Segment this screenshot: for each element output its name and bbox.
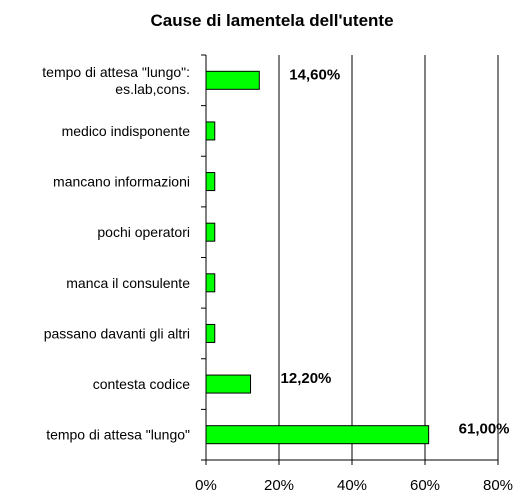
x-tick-label: 0%	[195, 477, 217, 494]
category-label: medico indisponente	[62, 123, 191, 139]
category-label: manca il consulente	[66, 275, 190, 291]
category-label: contesta codice	[93, 376, 190, 392]
bar	[205, 323, 216, 343]
bar	[205, 172, 216, 192]
bar	[205, 70, 260, 90]
category-label: tempo di attesa "lungo"	[46, 427, 190, 443]
category-label: es.lab,cons.	[115, 81, 190, 97]
category-label: pochi operatori	[97, 224, 190, 240]
bars	[205, 70, 430, 445]
x-tick-label: 40%	[337, 477, 367, 494]
x-tick-labels: 0% 20% 40% 60% 80%	[195, 477, 513, 494]
bar	[205, 222, 216, 242]
axes	[201, 54, 499, 465]
bar	[205, 121, 216, 141]
data-labels: 14,60% 12,20% 61,00%	[281, 66, 510, 437]
x-tick-label: 80%	[483, 477, 513, 494]
bar	[205, 425, 430, 445]
category-label: mancano informazioni	[53, 174, 190, 190]
bar	[205, 273, 216, 293]
grid-lines	[278, 55, 499, 460]
category-label: tempo di attesa "lungo":	[42, 64, 190, 80]
category-labels: tempo di attesa "lungo":es.lab,cons. medi…	[42, 64, 190, 443]
bar	[205, 374, 252, 394]
data-label: 14,60%	[289, 66, 340, 83]
category-label: passano davanti gli altri	[44, 325, 190, 341]
data-label: 61,00%	[459, 421, 510, 438]
chart-title: Cause di lamentela dell'utente	[150, 11, 393, 30]
data-label: 12,20%	[281, 370, 332, 387]
x-tick-label: 60%	[410, 477, 440, 494]
x-tick-label: 20%	[264, 477, 294, 494]
